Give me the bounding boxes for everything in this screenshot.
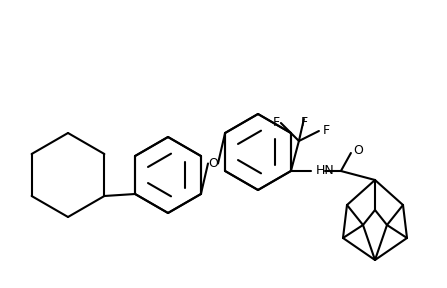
Text: O: O (353, 145, 363, 158)
Text: HN: HN (316, 164, 335, 177)
Text: F: F (300, 115, 308, 128)
Text: O: O (208, 157, 218, 170)
Text: F: F (272, 117, 279, 130)
Text: F: F (322, 124, 329, 137)
